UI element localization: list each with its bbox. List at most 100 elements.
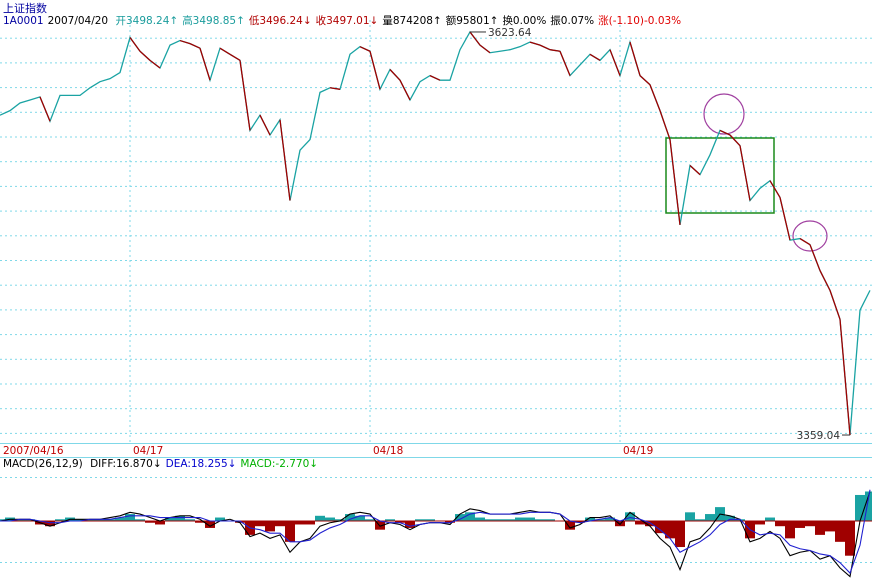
price-fall-segment (399, 79, 411, 101)
macd-bar (645, 521, 655, 527)
macd-bar (215, 517, 225, 521)
price-fall-segment (739, 145, 751, 201)
macd-bar (525, 517, 535, 521)
macd-bar (15, 519, 25, 521)
quote-item: 量874208↑ (382, 15, 442, 27)
macd-bar (835, 521, 845, 542)
price-fall-segment (279, 119, 291, 201)
quote-item: 振0.07% (550, 15, 595, 27)
macd-bar (405, 521, 415, 528)
price-fall-segment (719, 129, 731, 136)
macd-bar (445, 521, 455, 523)
price-fall-segment (199, 47, 211, 81)
price-fall-segment (239, 60, 251, 131)
macd-bar (145, 521, 155, 523)
macd-bar (85, 519, 95, 521)
day-label: 2007/04/16 (3, 445, 64, 457)
price-fall-segment (769, 180, 781, 198)
price-fall-segment (389, 69, 401, 81)
macd-bar (275, 521, 285, 527)
macd-bar (385, 519, 395, 521)
price-fall-segment (329, 87, 341, 90)
macd-bar (105, 519, 115, 521)
price-fall-segment (779, 197, 791, 241)
macd-bar (685, 512, 695, 521)
quote-item: 收3497.01↓ (315, 15, 379, 27)
macd-bar (695, 519, 705, 521)
macd-bar (625, 512, 635, 521)
macd-dea-line (0, 489, 871, 575)
macd-bar (465, 512, 475, 521)
macd-line: MACD(26,12,9) DIFF:16.870↓ DEA:18.255↓ MAC… (3, 458, 322, 470)
macd-bar (345, 514, 355, 521)
price-fall-segment (689, 164, 701, 176)
day-label: 04/19 (623, 445, 653, 457)
macd-bar (785, 521, 795, 539)
macd-title: MACD(26,12,9) (3, 458, 83, 470)
index-title: 上证指数 (3, 2, 47, 15)
macd-bar (45, 521, 55, 527)
price-fall-segment (139, 50, 151, 61)
macd-bar (165, 517, 175, 521)
macd-bar (235, 521, 245, 523)
low-label: 3359.04 (797, 430, 841, 442)
macd-bar (825, 521, 835, 532)
price-fall-segment (369, 51, 381, 90)
price-fall-segment (589, 53, 601, 61)
macd-bar (535, 519, 545, 521)
macd-bar (515, 517, 525, 521)
price-fall-segment (359, 46, 371, 52)
macd-bar (455, 514, 465, 521)
macd-bar (605, 517, 615, 521)
macd-bar (575, 521, 585, 523)
macd-bar (305, 521, 315, 525)
price-fall-segment (809, 244, 821, 271)
macd-bar (495, 519, 505, 521)
macd-bar (205, 521, 215, 528)
price-fall-segment (189, 43, 201, 49)
macd-bar (185, 519, 195, 521)
macd-bar (55, 519, 65, 521)
price-fall-segment (799, 238, 811, 246)
macd-bar (665, 521, 675, 539)
price-fall-segment (429, 75, 441, 81)
macd-bar (705, 514, 715, 521)
price-fall-segment (539, 44, 551, 51)
macd-bar (325, 517, 335, 521)
macd-bar (265, 521, 275, 532)
macd-readout: DEA:18.255↓ (165, 458, 237, 470)
macd-bar (485, 519, 495, 521)
day-label: 04/17 (133, 445, 163, 457)
price-fall-segment (829, 290, 841, 320)
macd-bar (725, 515, 735, 521)
price-fall-segment (229, 53, 241, 61)
macd-bar (765, 517, 775, 521)
price-fall-segment (129, 37, 141, 52)
price-fall-segment (559, 50, 571, 76)
day-label: 04/18 (373, 445, 403, 457)
macd-bar (175, 515, 185, 521)
macd-bar (565, 521, 575, 530)
macd-bar (285, 521, 295, 542)
price-fall-segment (659, 110, 671, 140)
code: 1A0001 (3, 15, 44, 27)
grid-pattern (0, 26, 872, 441)
price-fall-segment (39, 96, 51, 122)
macd-bar (545, 519, 555, 521)
macd-bar (795, 521, 805, 528)
macd-bar (355, 515, 365, 521)
price-fall-segment (839, 319, 851, 436)
price-fall-segment (609, 49, 621, 76)
macd-bar (95, 519, 105, 521)
price-fall-segment (729, 134, 741, 147)
macd-bar (195, 521, 205, 523)
quote-item: 低3496.24↓ (248, 15, 312, 27)
macd-bar (675, 521, 685, 548)
macd-bar (335, 519, 345, 521)
quote-item: 换0.00% (502, 15, 547, 27)
macd-bar (635, 521, 645, 525)
macd-bar (315, 515, 325, 521)
price-fall-segment (669, 139, 681, 225)
